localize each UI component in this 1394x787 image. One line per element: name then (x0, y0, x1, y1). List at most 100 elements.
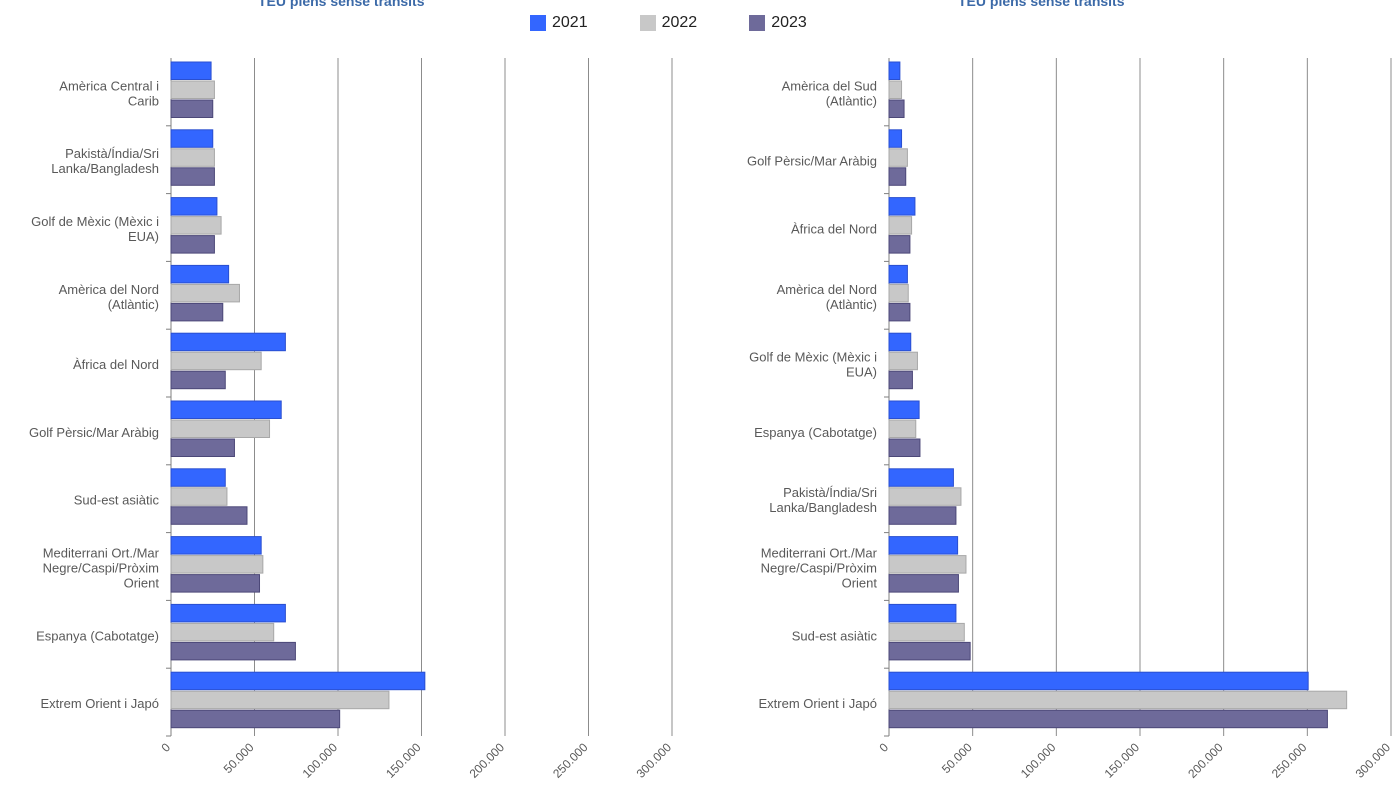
left-bar-2022 (170, 351, 262, 371)
right-bar-2023 (888, 99, 905, 118)
left-bar-2022 (170, 216, 222, 235)
left-category-label: Extrem Orient i Japó (41, 696, 160, 711)
left-bar-2021 (170, 671, 426, 691)
left-bar-2023 (170, 302, 224, 322)
left-bar-2021 (170, 468, 226, 487)
left-category-label: Pakistà/Índia/Sri Lanka/Bangladesh (51, 146, 159, 176)
right-bar-2023 (888, 235, 911, 254)
right-bar-2023 (888, 167, 907, 186)
right-x-tick-label: 300.000 (1353, 740, 1394, 781)
left-category-label: Amèrica del Nord (Atlàntic) (59, 282, 159, 312)
left-bar-2021 (170, 536, 262, 555)
left-x-tick-label: 0 (158, 740, 173, 755)
chart-title-right: TEU plens sense trànsits (958, 0, 1125, 9)
right-bar-2021 (888, 264, 908, 284)
legend-label-2022: 2022 (661, 14, 698, 31)
right-bar-2022 (888, 351, 918, 371)
legend: 2021 2022 2023 (530, 12, 859, 34)
left-x-tick-label: 250.000 (550, 740, 591, 781)
left-bar-2021 (170, 197, 218, 216)
left-bar-2023 (170, 506, 248, 525)
right-bar-2021 (888, 468, 954, 487)
legend-item-2023: 2023 (749, 14, 807, 32)
right-bar-2022 (888, 487, 962, 506)
right-category-label: Àfrica del Nord (791, 222, 877, 237)
left-x-tick-label: 200.000 (467, 740, 508, 781)
legend-item-2022: 2022 (639, 14, 698, 32)
right-x-tick-label: 200.000 (1185, 740, 1226, 781)
right-bar-2023 (888, 574, 959, 593)
left-bar-2022 (170, 622, 275, 642)
right-category-label: Golf de Mèxic (Mèxic i EUA) (749, 350, 877, 380)
right-bar-2021 (888, 400, 920, 419)
right-category-label: Golf Pèrsic/Mar Aràbig (747, 154, 877, 169)
right-bar-2023 (888, 709, 1328, 729)
left-bar-2022 (170, 80, 215, 99)
legend-label-2023: 2023 (771, 14, 807, 31)
right-bar-2021 (888, 129, 903, 148)
right-bar-2023 (888, 506, 957, 525)
left-x-tick-label: 150.000 (383, 740, 424, 781)
left-bar-2021 (170, 264, 230, 284)
right-bar-2021 (888, 61, 901, 80)
left-bar-2023 (170, 438, 235, 457)
left-bar-2021 (170, 61, 212, 80)
right-category-label: Espanya (Cabotatge) (754, 425, 877, 440)
left-bar-2023 (170, 574, 261, 593)
left-category-label: Golf Pèrsic/Mar Aràbig (29, 425, 159, 440)
right-bar-2023 (888, 641, 971, 661)
left-bar-2022 (170, 555, 264, 574)
left-bar-2021 (170, 332, 286, 352)
left-bar-2023 (170, 709, 341, 729)
left-category-label: Amèrica Central i Carib (59, 78, 159, 108)
right-bar-2021 (888, 671, 1309, 691)
left-category-label: Àfrica del Nord (73, 357, 159, 372)
left-bar-2023 (170, 370, 226, 390)
left-category-label: Sud-est asiàtic (74, 493, 160, 508)
right-bar-2022 (888, 622, 965, 642)
right-bar-2021 (888, 332, 912, 352)
right-bar-2022 (888, 690, 1348, 710)
right-bar-2022 (888, 555, 967, 574)
legend-swatch-2021 (530, 15, 546, 31)
left-category-label: Espanya (Cabotatge) (36, 628, 159, 643)
right-x-tick-label: 50.000 (939, 740, 975, 776)
right-category-label: Amèrica del Sud (Atlàntic) (782, 78, 877, 108)
legend-swatch-2022 (639, 15, 656, 31)
right-bar-2023 (888, 438, 921, 457)
left-bar-2021 (170, 400, 282, 419)
right-bar-2023 (888, 302, 911, 322)
left-category-label: Mediterrani Ort./Mar Negre/Caspi/Pròxim Or… (43, 546, 160, 591)
left-x-tick-label: 300.000 (634, 740, 675, 781)
right-bar-2022 (888, 148, 908, 167)
left-bar-2023 (170, 167, 215, 186)
right-bar-2022 (888, 283, 909, 303)
right-bar-2022 (888, 216, 913, 235)
right-category-label: Amèrica del Nord (Atlàntic) (777, 282, 877, 312)
left-bar-2022 (170, 419, 271, 438)
right-category-label: Sud-est asiàtic (792, 628, 878, 643)
legend-label-2021: 2021 (552, 14, 588, 31)
right-x-tick-label: 150.000 (1102, 740, 1143, 781)
left-x-tick-label: 100.000 (300, 740, 341, 781)
right-category-label: Mediterrani Ort./Mar Negre/Caspi/Pròxim Or… (761, 546, 878, 591)
right-bar-2022 (888, 80, 903, 99)
right-bar-2022 (888, 419, 917, 438)
chart-title-left: TEU plens sense trànsits (258, 0, 425, 9)
left-x-tick-label: 50.000 (221, 740, 257, 776)
legend-swatch-2023 (749, 15, 766, 31)
left-category-label: Golf de Mèxic (Mèxic i EUA) (31, 214, 159, 244)
left-bar-2022 (170, 690, 390, 710)
right-x-tick-label: 250.000 (1269, 740, 1310, 781)
right-bar-2021 (888, 197, 916, 216)
left-bar-2023 (170, 641, 296, 661)
right-bar-2023 (888, 370, 913, 390)
legend-item-2021: 2021 (530, 14, 588, 32)
right-bar-2021 (888, 536, 959, 555)
right-x-tick-label: 0 (876, 740, 891, 755)
right-x-tick-label: 100.000 (1018, 740, 1059, 781)
left-bar-2023 (170, 99, 214, 118)
left-bar-2023 (170, 235, 215, 254)
left-bar-2021 (170, 603, 286, 623)
